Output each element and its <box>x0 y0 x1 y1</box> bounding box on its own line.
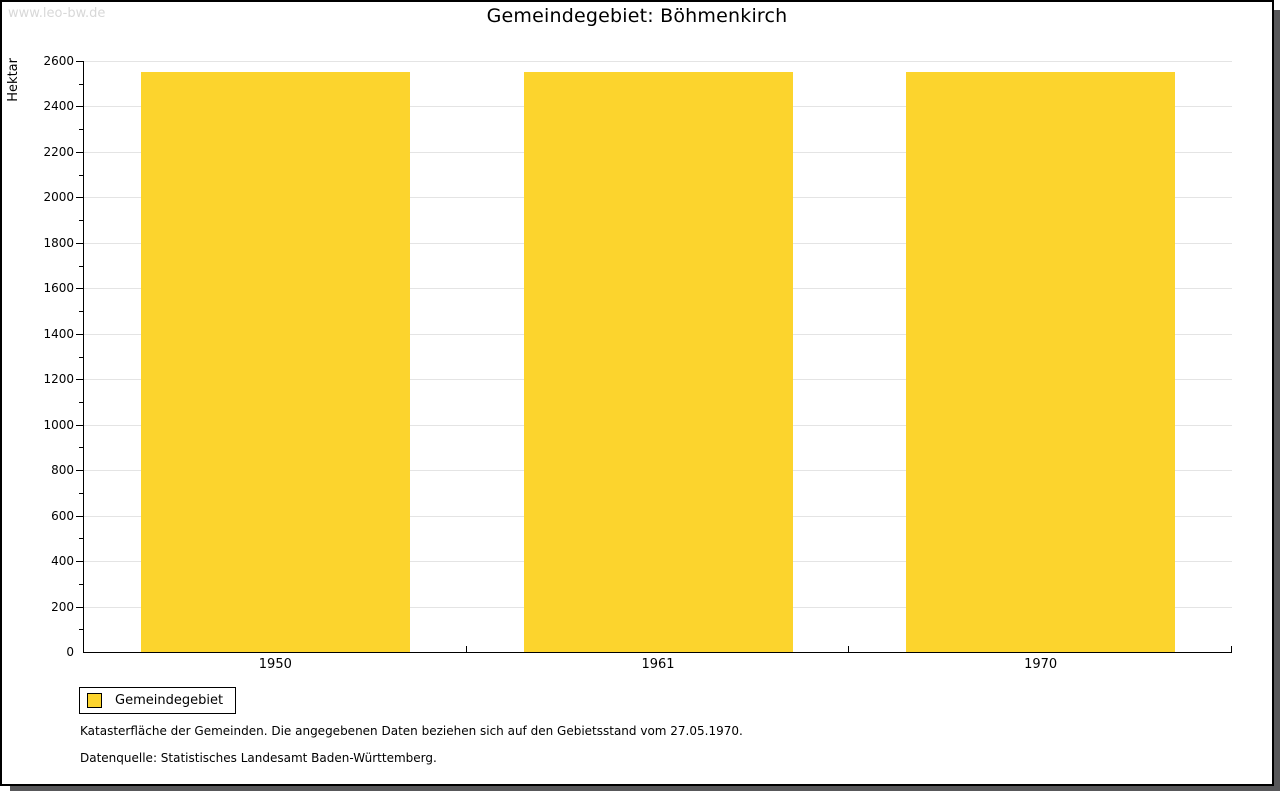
y-axis-major-tick <box>76 379 84 381</box>
y-axis-minor-tick <box>79 265 84 267</box>
y-axis-tick-label: 2400 <box>43 99 74 114</box>
y-axis-tick-label: 1000 <box>43 417 74 432</box>
y-axis-minor-tick <box>79 83 84 85</box>
bar-1950[interactable] <box>141 72 410 652</box>
y-axis-major-tick <box>76 106 84 108</box>
y-axis-major-tick <box>76 424 84 426</box>
y-axis-major-tick <box>76 242 84 244</box>
y-axis-title: Hektar <box>6 58 21 102</box>
y-axis-major-tick <box>76 561 84 563</box>
y-axis-minor-tick <box>79 174 84 176</box>
y-axis-minor-tick <box>79 401 84 403</box>
y-axis-tick-label: 1400 <box>43 326 74 341</box>
plot-area: 200 400 600 800 1000 1200 1400 1600 1800 2000 2200… <box>43 54 1232 672</box>
y-axis-tick-label: 2600 <box>43 54 74 68</box>
y-axis-major-tick <box>76 61 84 62</box>
y-axis-minor-tick <box>79 220 84 222</box>
x-axis-label: 1950 <box>258 657 292 672</box>
legend-label: Gemeindegebiet <box>115 693 224 708</box>
x-axis-tick <box>466 646 467 652</box>
y-axis-tick-label: 200 <box>51 599 74 614</box>
y-axis-major-tick <box>76 470 84 472</box>
watermark: www.leo-bw.de <box>8 6 106 21</box>
footnote-data-source: Datenquelle: Statistisches Landesamt Bad… <box>80 751 437 765</box>
bar-1961[interactable] <box>524 72 793 652</box>
y-axis-major-tick <box>76 515 84 517</box>
y-axis-tick-label: 600 <box>51 508 74 523</box>
y-axis-minor-tick <box>79 492 84 494</box>
y-axis-tick-label: 1600 <box>43 281 74 296</box>
footnote-source-note: Katasterfläche der Gemeinden. Die angege… <box>80 724 743 738</box>
y-axis-minor-tick <box>79 583 84 585</box>
y-axis-minor-tick <box>79 356 84 358</box>
y-axis-tick-label: 800 <box>51 463 74 478</box>
y-axis-tick-label: 1200 <box>43 372 74 387</box>
x-axis-label: 1970 <box>1024 657 1058 672</box>
y-axis-tick-label: 0 <box>66 645 74 659</box>
y-axis-tick-label: 2000 <box>43 190 74 205</box>
y-axis-minor-tick <box>79 538 84 540</box>
y-axis-major-tick <box>76 151 84 153</box>
y-axis-minor-tick <box>79 311 84 313</box>
y-axis-major-tick <box>76 333 84 335</box>
y-axis-tick-label: 400 <box>51 554 74 569</box>
chart-title: Gemeindegebiet: Böhmenkirch <box>486 5 788 27</box>
x-axis-tick <box>848 646 849 652</box>
y-axis-major-tick <box>76 197 84 199</box>
x-axis-tick <box>1231 646 1232 652</box>
y-axis-major-tick <box>76 606 84 608</box>
y-axis-major-tick <box>76 288 84 290</box>
y-axis-tick-label: 1800 <box>43 235 74 250</box>
legend[interactable]: Gemeindegebiet <box>79 687 237 714</box>
y-axis-minor-tick <box>79 629 84 631</box>
legend-swatch-icon <box>87 693 102 708</box>
y-axis-minor-tick <box>79 129 84 131</box>
x-axis-label: 1961 <box>641 657 675 672</box>
y-axis-minor-tick <box>79 447 84 449</box>
bar-1970[interactable] <box>906 72 1175 652</box>
gridline <box>84 61 1232 62</box>
y-axis-tick-label: 2200 <box>43 144 74 159</box>
